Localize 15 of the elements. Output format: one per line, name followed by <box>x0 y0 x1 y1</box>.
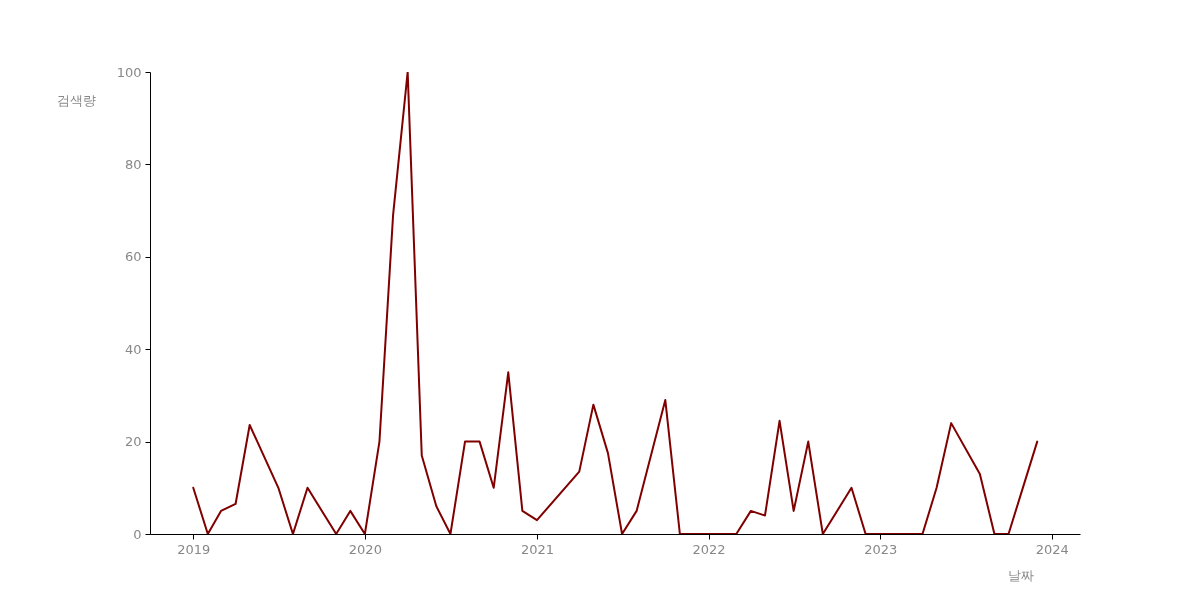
x-tick-label: 2022 <box>692 541 726 557</box>
x-tick-label: 2023 <box>864 541 898 557</box>
line-series <box>192 72 1039 534</box>
x-tick-label: 2024 <box>1035 541 1069 557</box>
x-tick-label: 2021 <box>520 541 554 557</box>
y-axis-title: 검색량 <box>57 92 96 108</box>
y-tick-label: 0 <box>133 526 142 542</box>
x-tick-label: 2019 <box>177 541 211 557</box>
y-tick-label: 60 <box>124 249 142 265</box>
y-tick-label: 20 <box>124 434 142 450</box>
x-tick-label: 2020 <box>348 541 382 557</box>
y-tick-label: 80 <box>124 156 142 172</box>
y-tick-label: 40 <box>124 341 142 357</box>
x-axis-title: 날짜 <box>1007 567 1034 583</box>
y-tick-label: 100 <box>116 64 142 80</box>
